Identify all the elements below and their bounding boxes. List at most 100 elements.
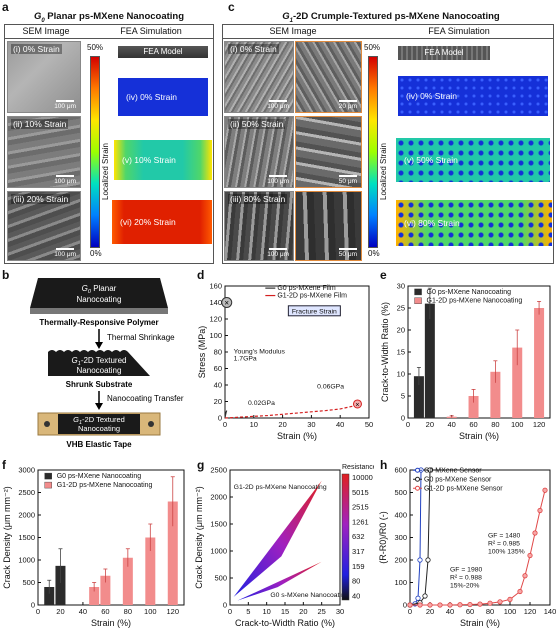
legend-swatch: [414, 288, 422, 296]
y-tick-label: 40: [214, 381, 222, 390]
x-tick-label: 40: [336, 420, 344, 429]
legend-label: G0 MXene Sensor: [424, 467, 482, 474]
y-tick-label: 0: [31, 601, 35, 610]
legend-marker: [415, 485, 420, 491]
colorbar: [341, 473, 350, 601]
g1b-label-line2: Nanocoating: [78, 424, 120, 433]
bar: [167, 501, 178, 605]
x-tick-label: 20: [299, 607, 307, 616]
x-tick-label: 50: [365, 420, 373, 429]
panel-c-sem-zoom-1: 20 μm: [295, 41, 362, 113]
g0-film: [30, 278, 168, 308]
shrink-label: Thermal Shrinkage: [107, 333, 175, 342]
y-tick-label: 2500: [18, 488, 35, 497]
x-tick-label: 30: [336, 607, 344, 616]
panel-c-colorbar-top: 50%: [364, 43, 381, 52]
bar: [424, 303, 435, 418]
x-tick-label: 80: [491, 420, 499, 429]
gf2-annotation: GF = 1980: [450, 566, 483, 573]
shrink-arrow-head: [95, 342, 103, 349]
panel-c-label: c: [228, 0, 235, 14]
panel-e-chart: 0 20 40 60 80 100 120 0 5 10 15 20 25 30 Strain (%) Cra…: [380, 282, 551, 441]
bar: [534, 308, 545, 418]
x-tick-label: 20: [56, 607, 64, 616]
series-line: [224, 403, 358, 419]
slope2-label: 0.06GPa: [317, 383, 344, 390]
data-point: [542, 487, 548, 493]
y-axis-label: Crack Density (μm mm⁻²): [2, 486, 12, 588]
panel-f-label: f: [2, 458, 6, 472]
y-tick-label: 30: [397, 282, 405, 291]
panel-c-fea-sim-1: (iv) 0% Strain: [398, 76, 548, 116]
panel-a-colorbar-label: Localized Strain: [101, 143, 110, 200]
x-tick-label: 120: [533, 420, 546, 429]
y-tick-label: 500: [22, 578, 35, 587]
x-tick-label: 20: [278, 420, 286, 429]
x-tick-label: 60: [101, 607, 109, 616]
electrode-right: [148, 421, 154, 427]
data-point: [427, 467, 433, 473]
panel-a-sem-image-2: (ii) 10% Strain 100 μm: [7, 116, 81, 188]
fracture-box: [287, 305, 341, 317]
g0-surface-label: G0 s-MXene Nanocoating: [270, 592, 348, 599]
data-point: [527, 552, 533, 559]
gf1-annotation: 100% 135%: [488, 549, 525, 556]
g1-surface: [233, 480, 322, 597]
y-tick-label: 500: [214, 574, 227, 583]
data-point: [522, 573, 528, 579]
y-tick-label: 600: [394, 466, 407, 475]
legend-marker: [415, 467, 420, 473]
panel-a-fea-sim-1: (iv) 0% Strain: [118, 78, 208, 116]
y-tick-label: 2500: [210, 466, 227, 475]
y-tick-label: 60: [214, 364, 222, 373]
fracture-marker-g0-x: ×: [224, 299, 229, 308]
x-tick-label: 80: [486, 607, 494, 616]
legend-label: G1-2D ps-MXene Nanocoating: [427, 298, 523, 305]
x-tick-label: 0: [223, 420, 227, 429]
panel-a-title: G0 Planar ps-MXene Nanocoating: [33, 11, 185, 24]
data-point: [447, 602, 453, 608]
y-tick-label: 15: [397, 348, 405, 357]
x-tick-label: 40: [448, 420, 456, 429]
colorbar-tick: 10000: [352, 473, 373, 482]
legend-label: G1-2D ps-MXene Sensor: [424, 485, 503, 492]
panel-a-colorbar-top: 50%: [87, 43, 104, 52]
legend-label: G1-2D ps-MXene Nanocoating: [57, 482, 153, 489]
data-point: [507, 596, 513, 602]
y-tick-label: 100: [394, 578, 407, 587]
gf1-annotation: GF = 1480: [488, 533, 521, 540]
y-tick-label: 100: [209, 331, 222, 340]
panel-c-header-divider: [222, 38, 554, 39]
polymer-label: Thermally-Responsive Polymer: [39, 318, 158, 327]
y-tick-label: 80: [214, 348, 222, 357]
series-line: [224, 410, 228, 419]
panel-e-label: e: [380, 268, 387, 282]
fracture-marker-g0: [221, 297, 233, 308]
panel-a-header-divider: [4, 38, 214, 39]
data-point: [407, 602, 413, 608]
x-axis-label: Strain (%): [459, 431, 499, 441]
data-point: [497, 599, 503, 605]
modulus-value: 1.7GPa: [234, 355, 257, 362]
slope1-label: 0.02GPa: [248, 400, 275, 407]
tape-label: VHB Elastic Tape: [66, 440, 132, 449]
data-point: [457, 602, 463, 608]
panel-c-sem-image-3: (iii) 80% Strain 100 μm: [224, 191, 294, 261]
x-axis-label: Strain (%): [460, 618, 500, 628]
fracture-marker-g1: [352, 399, 362, 409]
panel-a-frame: [4, 24, 214, 264]
panel-c-fea-sim-2: (v) 50% Strain: [396, 138, 550, 182]
y-tick-label: 500: [394, 488, 407, 497]
panel-d-chart: 0 10 20 30 40 50 0 20 40 60 80 100 120 140 160 Strain (…: [197, 282, 373, 442]
panel-b-schematic: G0 Planar Nanocoating Thermally-Responsi…: [30, 278, 184, 449]
panel-f-chart: 0 20 40 60 80 100 120 0 500 1000 1500 2000 2500 3000 S…: [2, 466, 185, 628]
x-tick-label: 40: [446, 607, 454, 616]
g1-surface-label: G1-2D ps-MXene Nanocoating: [234, 484, 327, 491]
y-tick-label: 0: [218, 414, 222, 423]
x-tick-label: 0: [406, 420, 410, 429]
panel-h-chart: 0 20 40 60 80 100 120 140 0 100 200 300 400 500 600 Str…: [378, 466, 556, 629]
x-tick-label: 15: [281, 607, 289, 616]
panel-d-label: d: [197, 268, 205, 282]
y-tick-label: 300: [394, 533, 407, 542]
legend-label: G0 ps-MXene Film: [277, 285, 336, 292]
